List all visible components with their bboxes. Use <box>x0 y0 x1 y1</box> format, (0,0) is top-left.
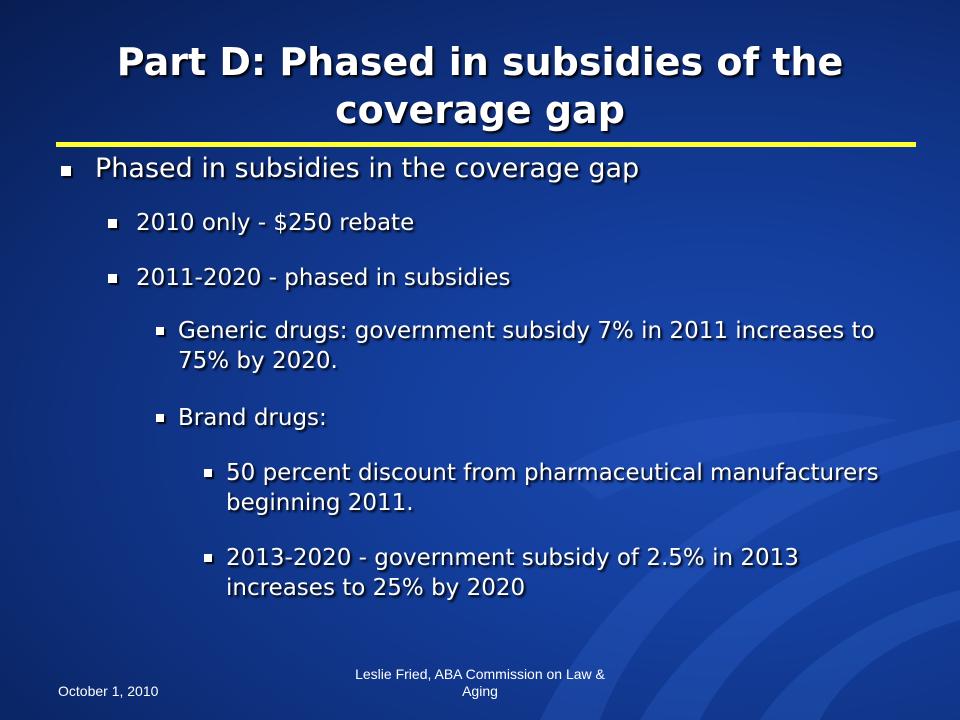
bullet-level2-2010-rebate: 2010 only - $250 rebate <box>108 208 896 238</box>
slide-title: Part D: Phased in subsidies of the cover… <box>116 40 844 132</box>
bullet-text: 2013-2020 - government subsidy of 2.5% i… <box>226 545 799 601</box>
bullet-level3-brand-drugs: Brand drugs: <box>156 403 898 433</box>
footer-date: October 1, 2010 <box>58 683 159 699</box>
bullet-text: 2011-2020 - phased in subsidies <box>136 265 511 291</box>
bullet-level4-government-subsidy: 2013-2020 - government subsidy of 2.5% i… <box>204 543 906 603</box>
square-bullet-icon <box>61 166 71 176</box>
bullet-text: 2010 only - $250 rebate <box>136 210 415 236</box>
square-bullet-icon <box>156 327 164 335</box>
bullet-level4-manufacturer-discount: 50 percent discount from pharmaceutical … <box>204 458 906 518</box>
bullet-level2-2011-2020-subsidies: 2011-2020 - phased in subsidies <box>108 263 896 293</box>
square-bullet-icon <box>108 274 117 283</box>
square-bullet-icon <box>204 469 212 477</box>
bullet-text: 50 percent discount from pharmaceutical … <box>226 460 879 516</box>
bullet-level1-coverage-gap: Phased in subsidies in the coverage gap <box>61 151 915 187</box>
footer-presenter: Leslie Fried, ABA Commission on Law & Ag… <box>355 666 605 699</box>
bullet-text: Generic drugs: government subsidy 7% in … <box>178 318 875 374</box>
bullet-level3-generic-drugs: Generic drugs: government subsidy 7% in … <box>156 316 898 376</box>
bullet-list: Phased in subsidies in the coverage gap … <box>61 151 915 603</box>
title-underline-rule <box>56 142 916 147</box>
square-bullet-icon <box>108 219 117 228</box>
square-bullet-icon <box>156 414 164 422</box>
bullet-text: Phased in subsidies in the coverage gap <box>95 153 640 184</box>
bullet-text: Brand drugs: <box>178 405 327 431</box>
square-bullet-icon <box>204 554 212 562</box>
